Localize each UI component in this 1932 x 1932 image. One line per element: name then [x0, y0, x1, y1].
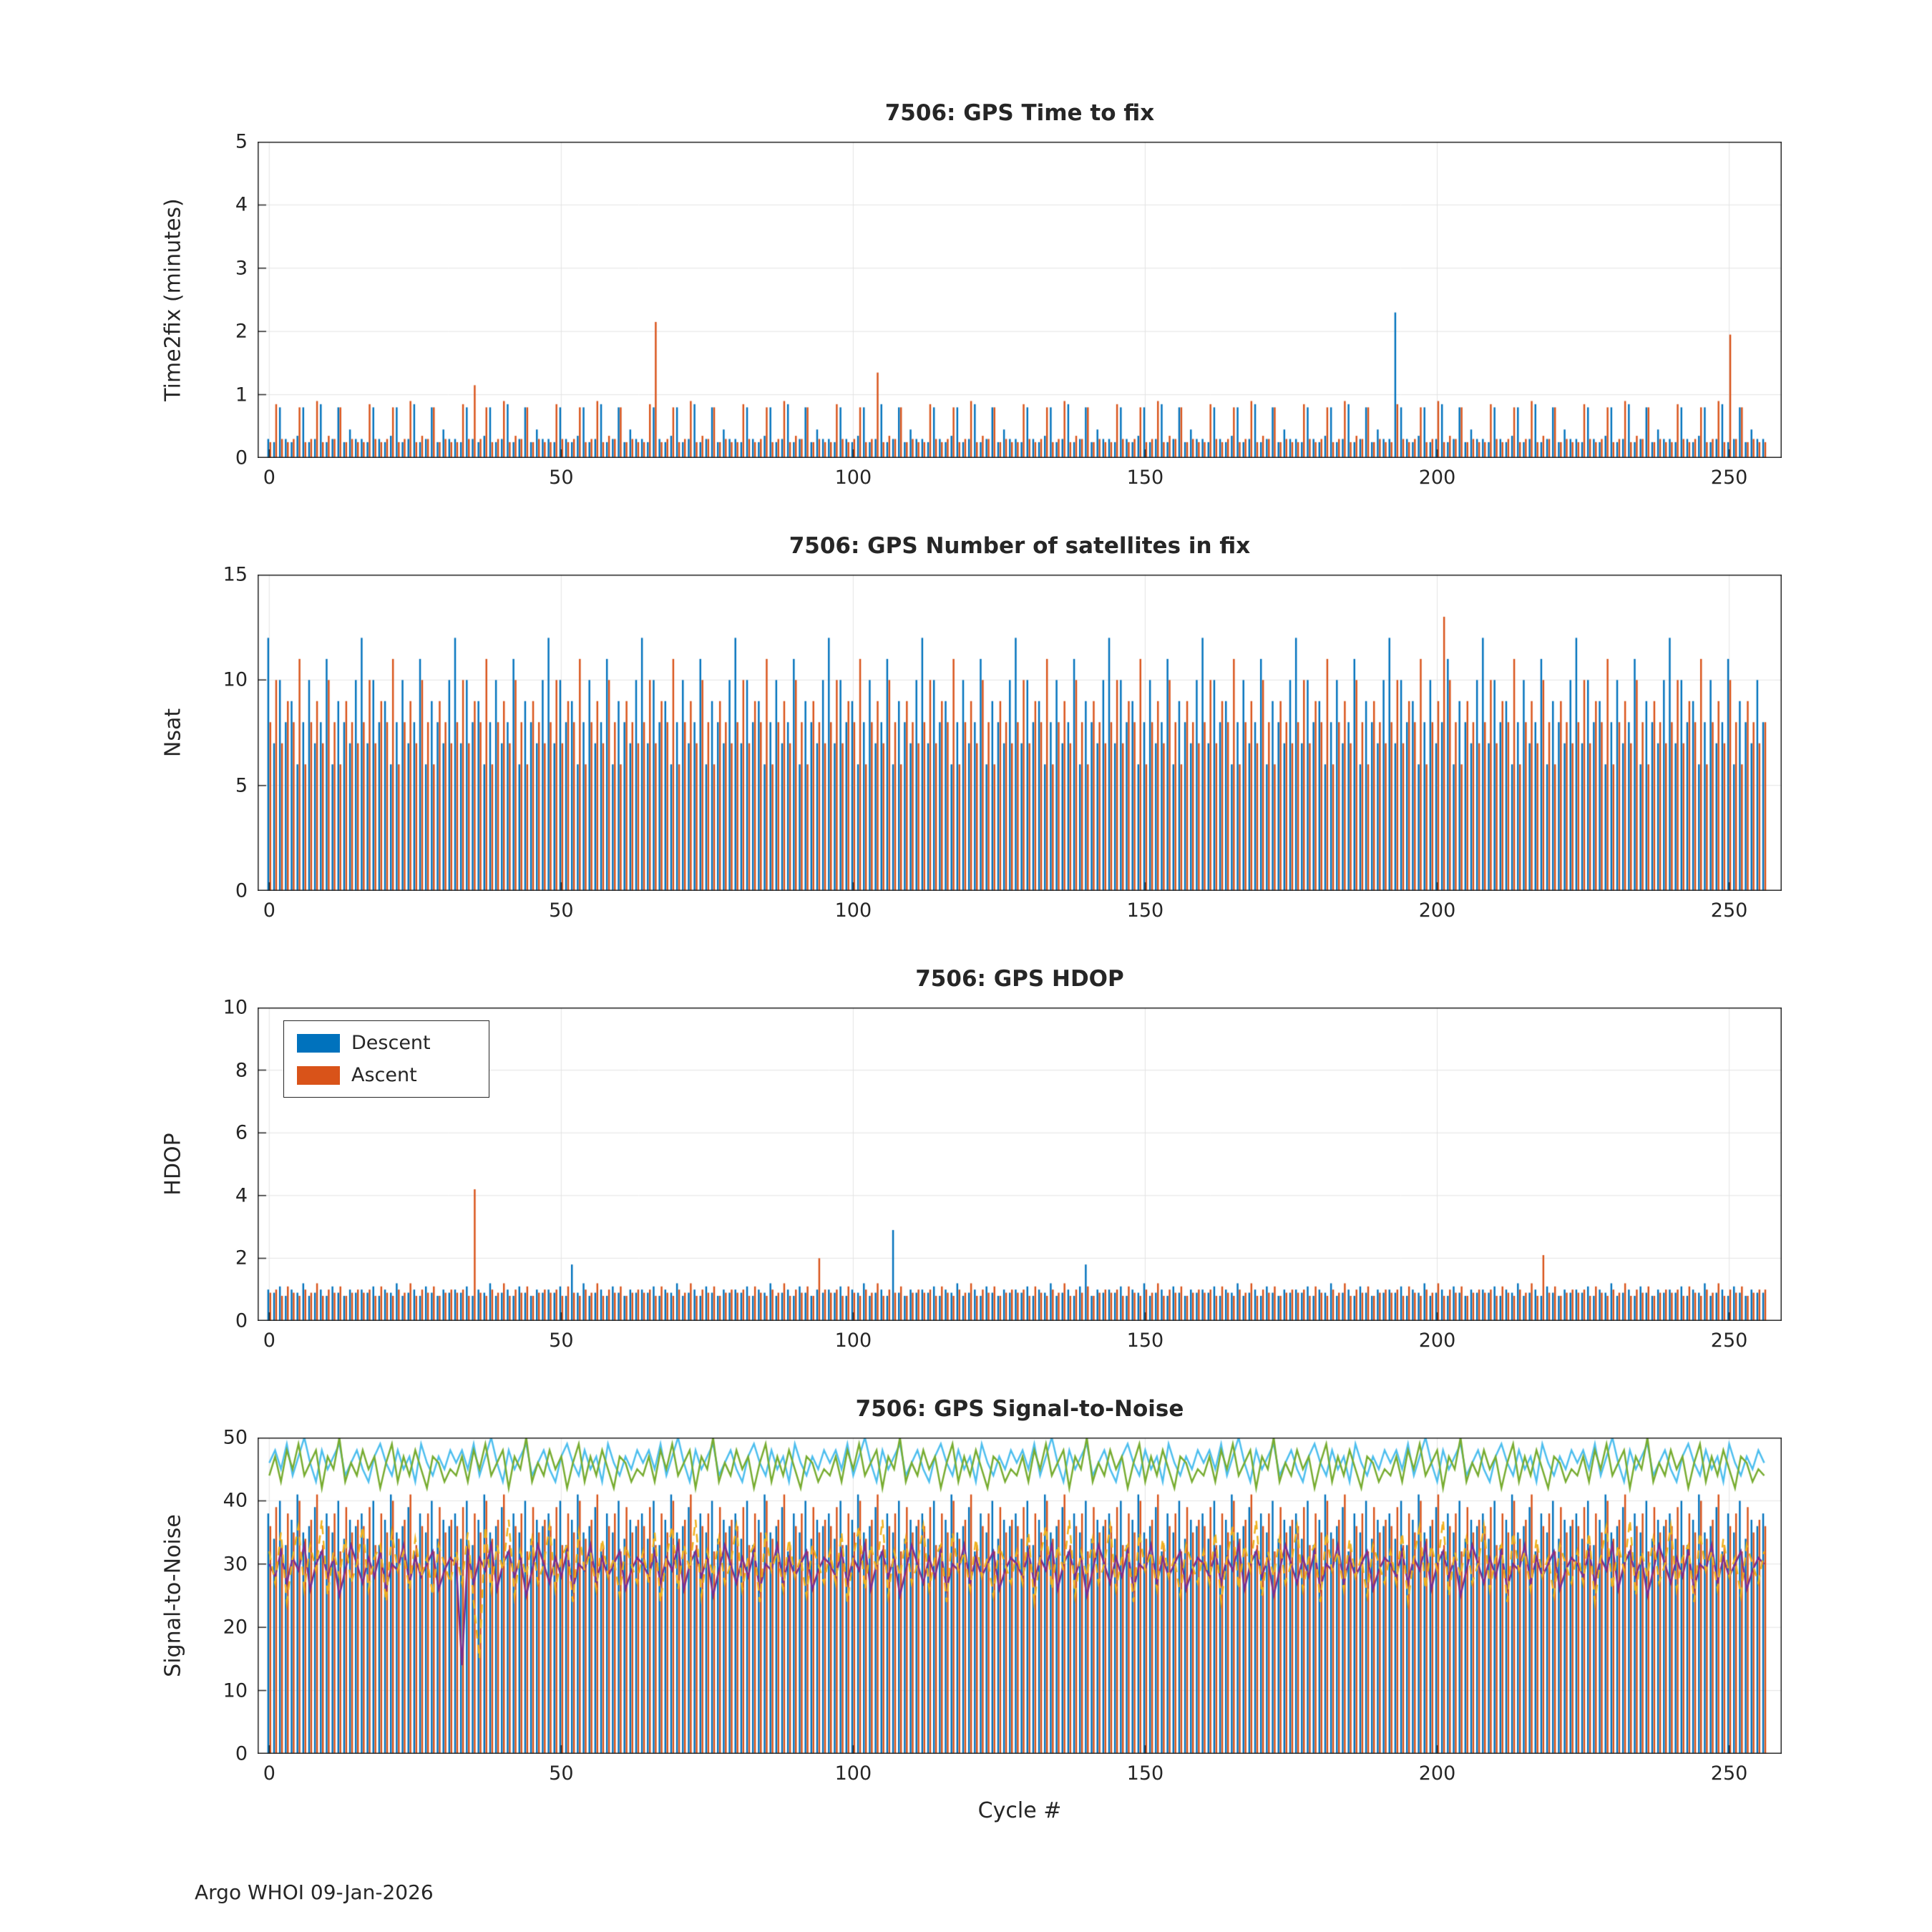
footer-text: Argo WHOI 09-Jan-2026 — [195, 1880, 434, 1904]
ylabel-snr: Signal-to-Noise — [160, 1514, 186, 1677]
ylabel-nsat: Nsat — [160, 708, 186, 758]
tick-label: 200 — [1418, 1330, 1456, 1352]
tick-label: 15 — [223, 563, 248, 586]
tick-label: 200 — [1418, 467, 1456, 489]
tick-label: 0 — [263, 1330, 275, 1352]
tick-label: 100 — [834, 467, 872, 489]
tick-label: 50 — [549, 467, 574, 489]
tick-label: 50 — [549, 1762, 574, 1785]
chart-title-nsat: 7506: GPS Number of satellites in fix — [789, 533, 1251, 559]
legend-entry-descent: Descent — [284, 1027, 489, 1059]
tick-label: 250 — [1710, 899, 1748, 922]
legend: Descent Ascent — [283, 1020, 489, 1098]
tick-label: 250 — [1710, 1330, 1748, 1352]
tick-label: 100 — [834, 1330, 872, 1352]
chart-title-hdop: 7506: GPS HDOP — [915, 966, 1124, 992]
tick-label: 10 — [223, 1679, 248, 1702]
tick-label: 150 — [1126, 1762, 1164, 1785]
tick-label: 100 — [834, 1762, 872, 1785]
legend-swatch-descent — [297, 1033, 340, 1053]
tick-label: 0 — [263, 1762, 275, 1785]
ylabel-time-to-fix: Time2fix (minutes) — [160, 198, 186, 401]
tick-label: 0 — [235, 1742, 248, 1765]
tick-label: 5 — [235, 774, 248, 797]
xlabel-cycle: Cycle # — [977, 1798, 1062, 1823]
tick-label: 50 — [549, 1330, 574, 1352]
plot-2-canvas — [258, 1008, 1782, 1321]
legend-entry-ascent: Ascent — [284, 1059, 489, 1091]
chart-title-snr: 7506: GPS Signal-to-Noise — [855, 1396, 1184, 1422]
plot-3-canvas — [258, 1438, 1782, 1754]
tick-label: 30 — [223, 1553, 248, 1576]
tick-label: 4 — [235, 193, 248, 216]
tick-label: 3 — [235, 257, 248, 280]
tick-label: 250 — [1710, 467, 1748, 489]
tick-label: 0 — [235, 447, 248, 469]
tick-label: 200 — [1418, 1762, 1456, 1785]
tick-label: 0 — [263, 467, 275, 489]
tick-label: 2 — [235, 1246, 248, 1269]
tick-label: 100 — [834, 899, 872, 922]
tick-label: 200 — [1418, 899, 1456, 922]
tick-label: 2 — [235, 320, 248, 343]
tick-label: 0 — [235, 879, 248, 902]
tick-label: 50 — [223, 1426, 248, 1449]
tick-label: 250 — [1710, 1762, 1748, 1785]
tick-label: 50 — [549, 899, 574, 922]
plot-0-canvas — [258, 142, 1782, 458]
tick-label: 10 — [223, 668, 248, 691]
tick-label: 8 — [235, 1059, 248, 1082]
legend-swatch-ascent — [297, 1065, 340, 1085]
tick-label: 0 — [263, 899, 275, 922]
tick-label: 150 — [1126, 1330, 1164, 1352]
tick-label: 5 — [235, 130, 248, 153]
ylabel-hdop: HDOP — [160, 1133, 186, 1196]
legend-label-descent: Descent — [351, 1032, 431, 1054]
legend-label-ascent: Ascent — [351, 1064, 417, 1086]
tick-label: 4 — [235, 1184, 248, 1207]
tick-label: 6 — [235, 1121, 248, 1144]
tick-label: 150 — [1126, 467, 1164, 489]
tick-label: 10 — [223, 996, 248, 1019]
tick-label: 0 — [235, 1309, 248, 1332]
tick-label: 20 — [223, 1616, 248, 1639]
tick-label: 150 — [1126, 899, 1164, 922]
tick-label: 40 — [223, 1489, 248, 1512]
tick-label: 1 — [235, 384, 248, 406]
plot-1-canvas — [258, 575, 1782, 891]
chart-title-time-to-fix: 7506: GPS Time to fix — [884, 100, 1155, 126]
